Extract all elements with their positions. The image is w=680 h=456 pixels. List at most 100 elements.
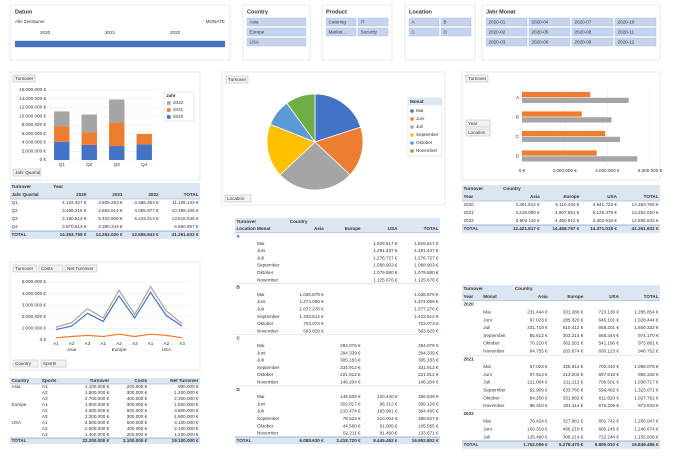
table-cell: September bbox=[257, 314, 280, 319]
bar bbox=[522, 111, 582, 117]
slicer-item[interactable] bbox=[528, 37, 571, 47]
x-tick-label: Q1 bbox=[59, 162, 66, 167]
table-title: Turnover bbox=[464, 186, 484, 191]
table-cell: 231.444 € bbox=[527, 310, 548, 315]
value-field-tag bbox=[38, 264, 64, 273]
table-cell: 5.126.379 € bbox=[593, 210, 618, 215]
table-cell: Europe bbox=[12, 402, 27, 407]
legend-title: Monat bbox=[410, 99, 424, 104]
slicer-item-label: 2020-04 bbox=[532, 19, 549, 24]
table-cell: 4.450.812 € bbox=[555, 218, 580, 223]
table-cell: A2 bbox=[42, 390, 48, 395]
table-cell: 3.100.000 € bbox=[123, 438, 148, 443]
slicer-item[interactable] bbox=[440, 17, 472, 27]
timeline-level: MONATE bbox=[206, 19, 225, 24]
table-cell: 2.300.000 € bbox=[174, 396, 199, 401]
table-cell: 4.600.000 € bbox=[85, 420, 110, 425]
table-cell: Oktober bbox=[257, 423, 274, 428]
table-cell: 466.210 € bbox=[563, 427, 584, 432]
slicer-item[interactable] bbox=[440, 27, 472, 37]
table-total-row bbox=[235, 437, 440, 445]
table-cell: Oktober bbox=[257, 372, 274, 377]
slicer-item[interactable] bbox=[408, 17, 440, 27]
y-tick-label: B bbox=[516, 114, 519, 119]
table-cell: TOTAL bbox=[12, 438, 27, 443]
slicer-item[interactable] bbox=[325, 17, 357, 27]
slicer-item[interactable] bbox=[325, 27, 357, 37]
table-cell: Asia bbox=[538, 294, 548, 299]
table-cell: 70.210 € bbox=[530, 341, 548, 346]
slicer-item[interactable] bbox=[571, 37, 614, 47]
table-cell: Monat bbox=[257, 226, 271, 231]
slicer-item[interactable] bbox=[571, 27, 614, 37]
pie-slice bbox=[279, 141, 351, 191]
table-cell: 78.523 € bbox=[343, 416, 361, 421]
bar bbox=[522, 136, 621, 143]
table-cell: November bbox=[257, 379, 279, 384]
legend-title: Jahr bbox=[166, 93, 176, 98]
slicer-title: Jahr Monat bbox=[486, 9, 516, 15]
slicer-item-label: D bbox=[444, 29, 448, 34]
table-cell: 2.100.000 € bbox=[174, 426, 199, 431]
table-cell: 200.000 € bbox=[127, 384, 148, 389]
table-cell: 300.000 € bbox=[127, 414, 148, 419]
table-cell: Net Turnover bbox=[170, 378, 198, 383]
slicer-item[interactable] bbox=[485, 27, 528, 37]
table-cell: 1.125.676 € bbox=[414, 277, 439, 282]
table-cell: 331.719 € bbox=[527, 325, 548, 330]
slicer-item[interactable] bbox=[528, 17, 571, 27]
table-cell: 1.900.000 € bbox=[174, 414, 199, 419]
slicer-item-label: Europe bbox=[250, 29, 265, 34]
slicer-item[interactable] bbox=[614, 37, 657, 47]
slicer-item[interactable] bbox=[485, 37, 528, 47]
table-cell: Mai bbox=[257, 292, 264, 297]
table-cell: 680.145 € bbox=[598, 427, 619, 432]
slicer-item[interactable] bbox=[614, 27, 657, 37]
slicer-item-label: Security bbox=[361, 29, 378, 34]
table-cell: 266.949 € bbox=[418, 394, 439, 399]
table-cell: 2020 bbox=[464, 202, 475, 207]
table-cell: 596.402 € bbox=[598, 388, 619, 393]
slicer-item[interactable] bbox=[246, 17, 307, 27]
pie-slice bbox=[286, 93, 316, 144]
table-cell: 706.501 € bbox=[598, 380, 619, 385]
table-cell: A3 bbox=[42, 414, 48, 419]
table-cell: 92.909 € bbox=[530, 388, 548, 393]
table-cell: 284.076 € bbox=[418, 343, 439, 348]
table-cell: 211.212 € bbox=[563, 380, 584, 385]
slicer-item[interactable] bbox=[357, 27, 389, 37]
table-cell: 3.366.453 € bbox=[134, 200, 159, 205]
slicer-item[interactable] bbox=[408, 27, 440, 37]
slicer-item[interactable] bbox=[246, 37, 307, 47]
slicer-item[interactable] bbox=[357, 17, 389, 27]
table-cell: 328.612 € bbox=[563, 364, 584, 369]
table-cell: 327.881 € bbox=[563, 419, 584, 424]
slicer-item[interactable] bbox=[528, 27, 571, 37]
slicer-item[interactable] bbox=[614, 17, 657, 27]
table-cell: 633.760 € bbox=[563, 388, 584, 393]
timeline-selection[interactable] bbox=[15, 41, 225, 47]
slicer-item-label: Market... bbox=[329, 29, 347, 34]
slicer-item-label: 2020-12 bbox=[618, 39, 635, 44]
table-cell: Asia bbox=[530, 194, 540, 199]
slicer-item-label: 2020-03 bbox=[489, 39, 506, 44]
table-cell: 8.445.452 € bbox=[373, 438, 398, 443]
table-cell: 331.882 € bbox=[563, 395, 584, 400]
table-cell: 96.310 € bbox=[530, 403, 548, 408]
slicer-item[interactable] bbox=[571, 17, 614, 27]
table-cell: 1.027.762 € bbox=[634, 395, 659, 400]
legend-label: Mai bbox=[416, 108, 423, 113]
x-group-label: USA bbox=[162, 347, 172, 352]
legend-label: Oktober bbox=[416, 140, 433, 145]
slicer-item[interactable] bbox=[485, 17, 528, 27]
y-tick-label: 5.000.000 € bbox=[22, 279, 47, 284]
bar-segment bbox=[136, 133, 152, 145]
table-cell: 585.344 € bbox=[598, 333, 619, 338]
table-cell: November bbox=[257, 431, 279, 436]
y-tick-label: 16.000.000 € bbox=[19, 87, 46, 92]
slicer-item[interactable] bbox=[246, 27, 307, 37]
table-cell: Oktober bbox=[257, 270, 274, 275]
table-cell: 210.474 € bbox=[340, 409, 361, 414]
table-header bbox=[10, 378, 200, 384]
table-cell: 4.065.977 € bbox=[134, 208, 159, 213]
